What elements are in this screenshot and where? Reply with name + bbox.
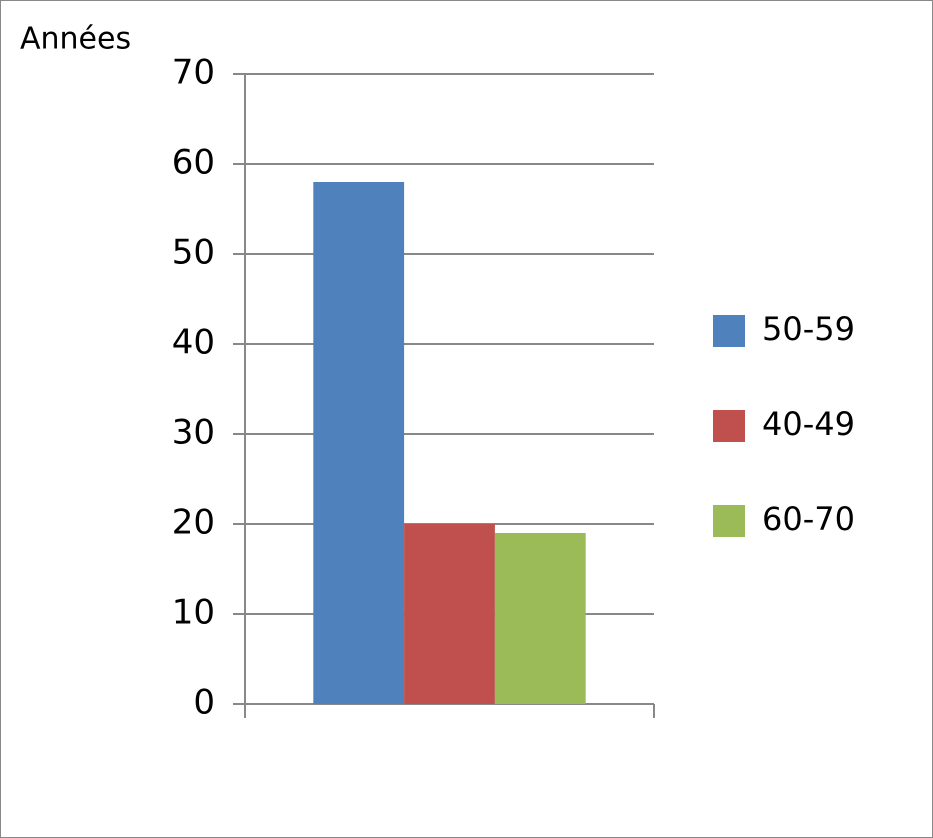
y-axis-label: Années <box>20 22 131 57</box>
bar <box>313 182 405 704</box>
y-tick-label: 30 <box>172 413 215 453</box>
bar <box>494 533 586 704</box>
y-tick-label: 0 <box>193 683 215 723</box>
y-tick-label: 20 <box>172 503 215 543</box>
legend-label: 50-59 <box>762 310 855 348</box>
bar <box>404 524 495 704</box>
y-tick-label: 50 <box>172 233 215 273</box>
legend-label: 40-49 <box>762 405 855 443</box>
y-tick-label: 40 <box>172 323 215 363</box>
legend-label: 60-70 <box>762 500 855 538</box>
legend-swatch <box>713 410 745 442</box>
legend-swatch <box>713 505 745 537</box>
y-tick-label: 10 <box>172 593 215 633</box>
y-tick-label: 70 <box>172 53 215 93</box>
y-tick-label: 60 <box>172 143 215 183</box>
legend-swatch <box>713 315 745 347</box>
